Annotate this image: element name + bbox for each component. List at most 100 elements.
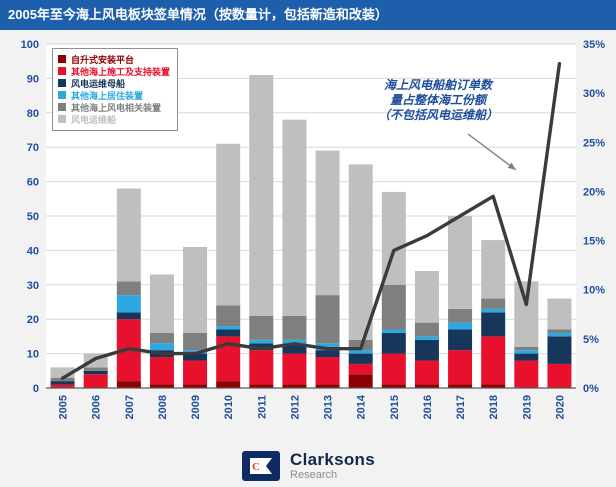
legend-label: 其他海上施工及支持装置	[71, 66, 171, 77]
x-axis-year-label: 2015	[389, 395, 401, 419]
bar-segment	[381, 353, 406, 385]
left-axis-tick-label: 10	[27, 349, 39, 361]
left-axis-tick-label: 20	[27, 314, 39, 326]
legend-item: 风电运维母船	[58, 77, 170, 89]
x-axis-year-label: 2018	[488, 395, 500, 419]
bar-segment	[282, 315, 307, 340]
clarksons-logo-icon: C	[242, 451, 281, 481]
bar-segment	[50, 367, 75, 378]
bar-segment	[282, 384, 307, 388]
legend-item: 其他海上居住装置	[58, 89, 170, 101]
bar-segment	[547, 298, 572, 330]
x-axis-year-label: 2009	[190, 395, 202, 419]
bar-segment	[282, 353, 307, 385]
bar-segment	[348, 353, 373, 364]
bar-segment	[282, 343, 307, 354]
bar-segment	[282, 119, 307, 316]
bar-segment	[216, 326, 241, 330]
bar-segment	[348, 350, 373, 354]
left-axis-tick-label: 90	[27, 73, 39, 85]
bar-segment	[547, 363, 572, 388]
annotation-line-3: （不包括风电运维船）	[377, 108, 498, 122]
bar-segment	[216, 143, 241, 306]
bar-segment	[216, 381, 241, 388]
line-annotation: 海上风电船舶订单数 量占整体海工份额 （不包括风电运维船）	[343, 78, 533, 123]
annotation-line-2: 量占整体海工份额	[389, 93, 486, 107]
x-axis-year-label: 2013	[323, 395, 335, 419]
chart-legend: 自升式安装平台 其他海上施工及支持装置 风电运维母船 其他海上居住装置 其他海上风电相关…	[52, 48, 179, 131]
footer: C Clarksons Research	[0, 445, 616, 487]
bar-segment	[183, 332, 208, 351]
bar-segment	[249, 339, 274, 344]
legend-item: 自升式安装平台	[58, 53, 170, 65]
left-axis-tick-label: 40	[27, 245, 39, 257]
bar-segment	[83, 370, 108, 375]
right-axis-tick-label: 5%	[583, 334, 599, 346]
legend-item: 其他海上施工及支持装置	[58, 65, 170, 77]
bar-segment	[381, 332, 406, 354]
legend-label: 风电运维母船	[71, 78, 126, 89]
bar-segment	[216, 329, 241, 337]
bar-segment	[414, 271, 439, 323]
bar-segment	[514, 281, 539, 347]
bar-segment	[348, 374, 373, 388]
bar-segment	[249, 350, 274, 385]
bar-segment	[249, 384, 274, 388]
bar-segment	[50, 381, 75, 385]
bar-segment	[83, 374, 108, 388]
x-axis-year-label: 2005	[58, 395, 70, 419]
bar-segment	[315, 295, 340, 344]
bar-segment	[448, 308, 473, 323]
bar-segment	[315, 343, 340, 351]
left-axis-tick-label: 100	[21, 39, 39, 51]
annotation-line-1: 海上风电船舶订单数	[383, 78, 492, 92]
x-axis-year-label: 2014	[356, 394, 368, 419]
right-axis-tick-label: 30%	[583, 88, 605, 100]
bar-segment	[183, 360, 208, 385]
bar-segment	[315, 357, 340, 385]
x-axis-year-label: 2008	[157, 395, 169, 419]
bar-segment	[481, 384, 506, 388]
bar-segment	[149, 357, 174, 385]
x-axis-year-label: 2019	[521, 395, 533, 419]
svg-text:C: C	[252, 461, 260, 473]
legend-label: 其他海上风电相关装置	[71, 102, 162, 113]
bar-segment	[249, 343, 274, 351]
bar-segment	[315, 350, 340, 358]
bar-segment	[149, 343, 174, 351]
bar-segment	[481, 312, 506, 337]
bar-segment	[315, 150, 340, 296]
bar-segment	[414, 384, 439, 388]
bar-segment	[547, 336, 572, 364]
chart-title: 2005年至今海上风电板块签单情况（按数量计，包括新造和改装）	[0, 0, 616, 30]
bar-segment	[149, 384, 174, 388]
bar-segment	[216, 305, 241, 327]
right-axis-tick-label: 0%	[583, 383, 599, 395]
x-axis-year-label: 2006	[91, 395, 103, 419]
bar-segment	[116, 281, 141, 296]
bar-segment	[414, 360, 439, 385]
x-axis-year-label: 2017	[455, 395, 467, 419]
legend-item: 其他海上风电相关装置	[58, 101, 170, 113]
bar-segment	[414, 322, 439, 337]
bar-segment	[381, 329, 406, 333]
footer-brand-sub: Research	[290, 468, 338, 481]
bar-segment	[116, 188, 141, 282]
bar-segment	[514, 360, 539, 388]
x-axis-year-label: 2016	[422, 395, 434, 419]
bar-segment	[448, 322, 473, 330]
legend-swatch	[58, 91, 66, 99]
left-axis-tick-label: 50	[27, 211, 39, 223]
annotation-arrow	[467, 133, 517, 171]
x-axis-year-label: 2010	[223, 395, 235, 419]
bar-segment	[116, 312, 141, 320]
chart-plot: 0 10 20 30 40 50 60 70 80 90 100 0% 5% 10% 15% 20% 25% 30…	[21, 39, 606, 419]
bar-segment	[83, 367, 108, 371]
left-axis-tick-label: 30	[27, 280, 39, 292]
right-axis-tick-label: 10%	[583, 285, 605, 297]
legend-swatch	[58, 55, 66, 63]
bar-segment	[547, 332, 572, 337]
bar-segment	[481, 298, 506, 309]
legend-swatch	[58, 79, 66, 87]
bar-segment	[414, 339, 439, 361]
